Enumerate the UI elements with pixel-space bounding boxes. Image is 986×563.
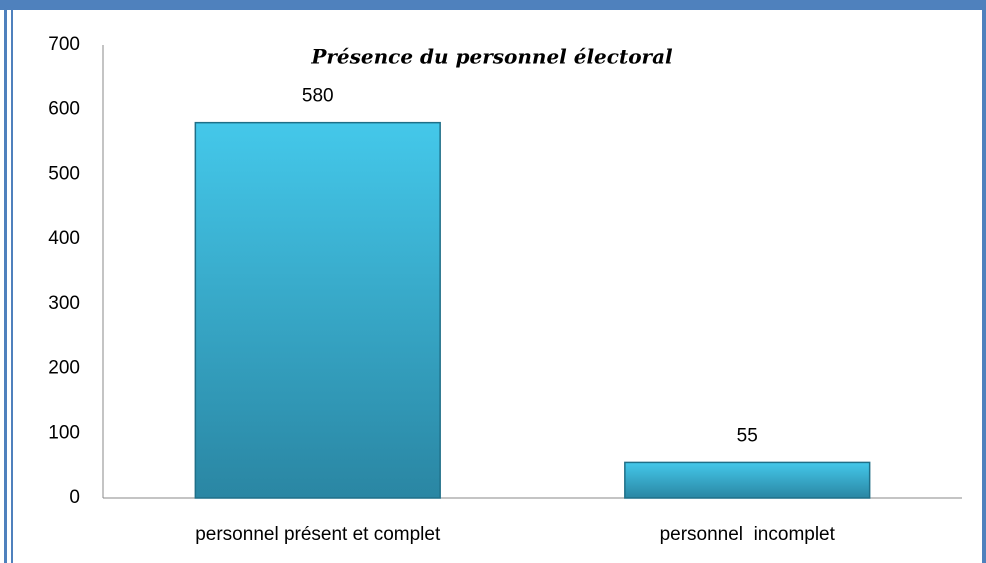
y-tick-label: 400 <box>48 228 80 249</box>
frame-top <box>0 0 986 10</box>
x-tick-label: personnel incomplet <box>660 524 836 545</box>
x-tick-label: personnel présent et complet <box>195 524 441 545</box>
value-label: 55 <box>737 425 758 446</box>
bar <box>194 121 441 499</box>
y-tick-label: 600 <box>48 99 80 120</box>
y-tick-label: 100 <box>48 422 80 443</box>
y-tick-label: 300 <box>48 293 80 314</box>
frame-right <box>982 0 986 563</box>
bar <box>624 461 871 499</box>
y-tick-label: 700 <box>48 34 80 55</box>
frame-left-outer <box>4 0 7 563</box>
y-tick-label: 500 <box>48 163 80 184</box>
frame-left-inner <box>11 8 13 563</box>
y-tick-label: 200 <box>48 358 80 379</box>
chart-title: Présence du personnel électoral <box>310 45 673 69</box>
value-label: 580 <box>302 86 334 107</box>
y-tick-label: 0 <box>69 487 80 508</box>
